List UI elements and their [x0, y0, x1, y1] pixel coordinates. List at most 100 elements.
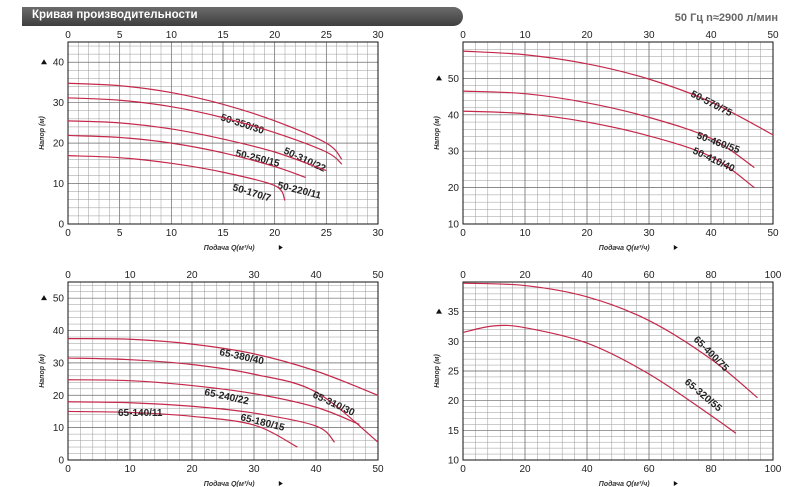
- curve-65-320/55: [462, 324, 737, 434]
- x-tick-label-top: 15: [217, 30, 229, 41]
- curve-65-140/11: [67, 410, 298, 448]
- x-axis-arrow: [673, 481, 678, 486]
- y-tick-label: 35: [448, 307, 460, 318]
- y-axis-label: Напор (м): [39, 354, 46, 388]
- x-tick-label-top: 10: [124, 270, 136, 281]
- x-tick-label: 80: [705, 464, 717, 475]
- y-tick-label: 15: [448, 426, 460, 437]
- y-tick-label: 30: [448, 337, 460, 348]
- x-tick-label-top: 25: [321, 30, 333, 41]
- curve-65-400/75: [462, 282, 758, 399]
- x-tick-label: 0: [460, 228, 466, 239]
- y-axis-arrow: [41, 59, 47, 65]
- speed-label: 50 Гц n≈2900 л/мин: [674, 12, 778, 24]
- x-tick-label: 0: [65, 228, 71, 239]
- x-tick-label: 15: [217, 228, 229, 239]
- curve-50-250/15: [67, 120, 327, 172]
- x-axis-arrow: [278, 245, 283, 250]
- y-axis-label: Напор (м): [434, 354, 441, 388]
- y-tick-label: 10: [448, 456, 460, 467]
- plot-frame: [462, 41, 774, 225]
- y-tick-label: 10: [53, 423, 65, 434]
- y-tick-label: 50: [448, 74, 460, 85]
- x-tick-label: 100: [765, 464, 782, 475]
- x-tick-label-top: 0: [65, 270, 71, 281]
- plot-frame: [67, 41, 379, 225]
- y-tick-label: 30: [448, 147, 460, 158]
- x-tick-label-top: 20: [269, 30, 281, 41]
- y-tick-label: 0: [58, 220, 64, 231]
- x-tick-label-top: 60: [643, 270, 655, 281]
- page-title: Кривая производительности: [32, 9, 198, 21]
- x-tick-label-top: 10: [519, 30, 531, 41]
- x-tick-label: 40: [581, 464, 593, 475]
- x-tick-label: 20: [581, 228, 593, 239]
- x-tick-label-top: 80: [705, 270, 717, 281]
- y-tick-label: 20: [448, 396, 460, 407]
- x-tick-label-top: 50: [372, 270, 384, 281]
- curve-65-310/30: [67, 357, 379, 443]
- y-axis-arrow: [41, 295, 47, 301]
- x-tick-label-top: 40: [310, 270, 322, 281]
- curve-50-220/11: [67, 134, 306, 179]
- y-tick-label: 30: [53, 358, 65, 369]
- curve-65-380/40: [67, 338, 379, 396]
- x-tick-label: 25: [321, 228, 333, 239]
- x-tick-label: 0: [65, 464, 71, 475]
- x-tick-label-top: 20: [186, 270, 198, 281]
- curve-65-240/22: [67, 379, 360, 425]
- x-axis-arrow: [278, 481, 283, 486]
- x-tick-label-top: 0: [460, 30, 466, 41]
- y-tick-label: 40: [448, 110, 460, 121]
- x-tick-label: 10: [166, 228, 178, 239]
- y-tick-label: 40: [53, 326, 65, 337]
- series-label: 50-350/30: [219, 112, 266, 137]
- curve-50-350/30: [67, 82, 343, 160]
- x-axis-label: Подача Q(м³/ч): [204, 244, 255, 252]
- y-tick-label: 25: [448, 367, 460, 378]
- x-tick-label: 20: [186, 464, 198, 475]
- x-tick-label-top: 30: [643, 30, 655, 41]
- x-tick-label-top: 30: [248, 270, 260, 281]
- y-axis-label: Напор (м): [39, 116, 46, 150]
- y-tick-label: 40: [53, 58, 65, 69]
- x-axis-label: Подача Q(м³/ч): [599, 244, 650, 252]
- y-axis-arrow: [436, 308, 442, 314]
- y-tick-label: 10: [53, 179, 65, 190]
- x-tick-label: 20: [269, 228, 281, 239]
- curve-50-410/40: [462, 110, 755, 189]
- grid: [463, 42, 773, 224]
- y-tick-label: 20: [448, 183, 460, 194]
- curve-50-310/22: [67, 97, 343, 165]
- series-label: 65-240/22: [203, 387, 250, 407]
- series-label: 65-320/55: [682, 377, 724, 415]
- x-tick-label: 0: [460, 464, 466, 475]
- grid: [68, 282, 378, 460]
- x-tick-label: 50: [767, 228, 779, 239]
- x-tick-label-top: 0: [460, 270, 466, 281]
- y-tick-label: 0: [58, 456, 64, 467]
- x-tick-label: 20: [519, 464, 531, 475]
- x-tick-label: 30: [372, 228, 384, 239]
- chart-4: 0 0 20 20 40 40 60 60 80 80 100 100 10 15 20 25 30 35 Напо…: [434, 270, 782, 487]
- x-tick-label-top: 10: [166, 30, 178, 41]
- x-tick-label-top: 30: [372, 30, 384, 41]
- curve-65-180/15: [67, 401, 336, 443]
- x-tick-label-top: 100: [765, 270, 782, 281]
- x-axis-label: Подача Q(м³/ч): [599, 480, 650, 487]
- x-tick-label: 30: [248, 464, 260, 475]
- x-tick-label-top: 40: [581, 270, 593, 281]
- x-tick-label: 50: [372, 464, 384, 475]
- y-tick-label: 20: [53, 139, 65, 150]
- x-tick-label-top: 5: [117, 30, 123, 41]
- x-tick-label: 10: [124, 464, 136, 475]
- x-tick-label: 10: [519, 228, 531, 239]
- x-tick-label-top: 50: [767, 30, 779, 41]
- series-label: 65-140/11: [118, 408, 163, 419]
- plot-frame: [67, 281, 379, 461]
- curve-50-460/55: [462, 90, 755, 169]
